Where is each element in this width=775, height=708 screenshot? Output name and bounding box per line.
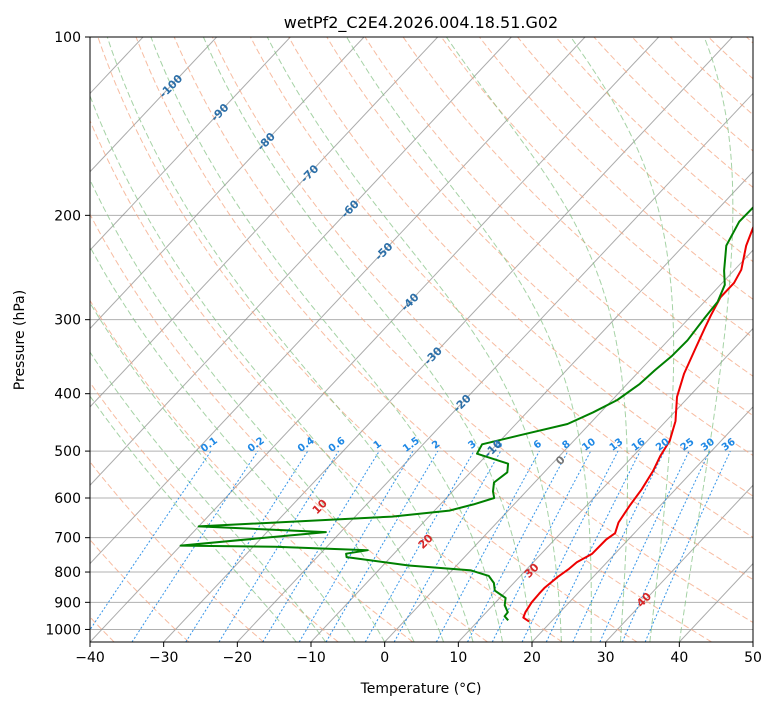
dry-adiabat-line [250,37,753,538]
moist-adiabat-line [90,94,445,642]
moist-adiabat-line [90,302,356,642]
x-tick-label: −20 [223,650,253,666]
isotherm-line [90,37,291,251]
dry-adiabat-line [90,213,488,642]
y-tick-label: 800 [54,565,81,581]
isotherm-line [0,37,69,642]
moist-adiabat-line [202,37,533,642]
dry-adiabat-line [135,37,712,642]
plot-background [90,37,753,642]
isotherm-line [163,37,733,642]
profile-lines [179,206,753,623]
dry-adiabat-line [90,299,414,642]
y-tick-label: 200 [54,208,81,224]
x-tick-label: 30 [597,650,615,666]
moist-adiabat-line [150,37,503,642]
isotherm-line [90,37,365,330]
mixing-ratio-line [435,450,540,642]
x-tick-label: 50 [744,650,762,666]
mixing-ratio-line [644,450,731,642]
mixing-ratio-line [393,450,502,642]
dry-adiabat-line [173,37,753,624]
moist-adiabat-line [90,245,386,642]
moist-adiabat-line [90,178,415,642]
mixing-ratio-line [364,450,475,642]
axes: −40 −30 −20 −10 0 10 20 30 40 50 100 200 300 400 500 60… [45,30,762,666]
background-lines [0,37,753,642]
mixing-ratio-line [545,450,641,642]
mixing-ratio-line [572,450,665,642]
x-tick-label: 10 [449,650,467,666]
isotherm-line [531,406,753,642]
y-tick-label: 1000 [45,622,81,638]
mixing-ratio-line [262,450,380,642]
mixing-ratio-line [90,450,212,631]
y-tick-label: 700 [54,531,81,547]
y-tick-label: 300 [54,313,81,329]
x-tick-label: −10 [296,650,326,666]
dry-adiabat-line [211,37,753,581]
chart-title: wetPf2_C2E4.2026.004.18.51.G02 [284,13,558,33]
mixing-ratio-line [491,450,592,642]
dry-adiabat-line [97,37,638,642]
temperature-line [522,225,753,623]
isotherm-line [605,484,753,642]
mixing-ratio-line [131,450,259,642]
y-tick-label: 900 [54,595,81,611]
moist-adiabat-line [445,37,628,642]
x-tick-label: 40 [670,650,688,666]
dry-adiabat-line [364,37,753,417]
moist-adiabat-line [346,37,592,642]
mixing-ratio-line [218,450,340,642]
x-axis-label: Temperature (°C) [360,681,482,697]
y-axis-label: Pressure (hPa) [12,290,28,390]
moist-adiabat-line [106,37,474,642]
y-tick-label: 400 [54,387,81,403]
y-tick-label: 600 [54,491,81,507]
isotherm-line [90,37,660,642]
isotherm-line [752,641,753,642]
mixing-ratio-line [599,450,690,642]
moist-adiabat-line [266,37,562,642]
mixing-ratio-line [185,450,309,642]
y-tick-label: 500 [54,444,81,460]
x-tick-label: −30 [149,650,179,666]
x-tick-label: 0 [380,650,389,666]
isotherm-line [457,327,753,642]
mixing-ratio-line [621,450,711,642]
moist-adiabat-line [678,37,734,642]
isotherm-line [384,249,753,642]
dewpoint-line [179,206,753,621]
isotherm-line [90,37,512,486]
dry-adiabat-line [479,37,753,300]
isotherm-line [236,92,753,642]
plot-frame [89,36,754,643]
isotherm-line [90,37,218,173]
mixing-ratio-line [521,450,619,642]
moist-adiabat-line [570,37,675,642]
moist-adiabat-line [90,351,327,642]
dry-adiabat-line [402,37,753,377]
moist-adiabat-line [90,395,297,642]
isotherm-line [90,37,586,565]
dry-adiabat-line [90,461,264,642]
x-tick-label: −40 [75,650,105,666]
dry-adiabat-line [90,119,563,642]
isotherm-line [90,37,439,408]
y-tick-label: 100 [54,30,81,46]
x-tick-label: 20 [523,650,541,666]
